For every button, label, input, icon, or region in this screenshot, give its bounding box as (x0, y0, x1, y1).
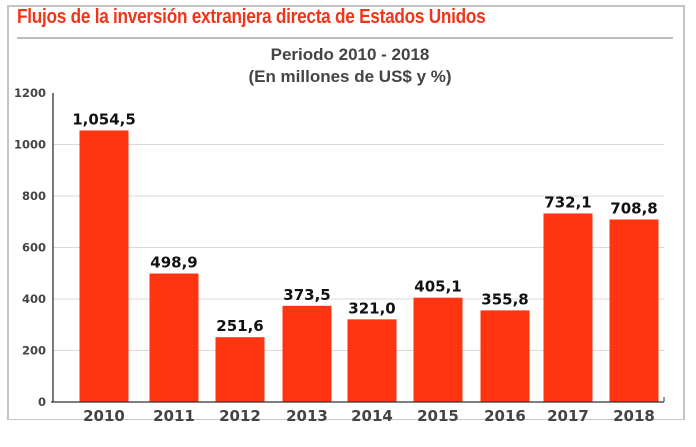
y-tick-label: 1000 (14, 138, 46, 152)
y-tick-label: 200 (22, 344, 46, 358)
axes (51, 93, 665, 403)
value-label: 251,6 (216, 317, 263, 335)
chart-subtitle-units: (En millones de US$ y %) (248, 67, 452, 86)
x-tick-label: 2016 (484, 407, 526, 425)
bars (79, 130, 659, 402)
value-label: 321,0 (348, 299, 395, 317)
x-tick-label: 2018 (613, 407, 655, 425)
value-label: 405,1 (414, 278, 461, 296)
x-tick-label: 2015 (417, 407, 459, 425)
x-axis-ticks: 2010 2011 2012 2013 2014 2015 2016 2017 2018 (83, 407, 655, 425)
bar-2015 (413, 297, 463, 402)
value-label: 708,8 (610, 199, 657, 217)
x-tick-label: 2013 (286, 407, 328, 425)
title-divider (17, 37, 673, 39)
x-tick-label: 2011 (153, 407, 195, 425)
value-label: 498,9 (150, 254, 197, 272)
bar-2013 (282, 305, 332, 402)
y-tick-label: 800 (22, 189, 46, 203)
x-tick-label: 2017 (547, 407, 589, 425)
bar-2016 (480, 310, 530, 402)
y-tick-label: 1200 (14, 86, 46, 100)
x-tick-label: 2014 (351, 407, 393, 425)
value-label: 1,054,5 (72, 110, 136, 128)
chart-title: Flujos de la inversión extranjera direct… (17, 6, 486, 28)
y-tick-label: 600 (22, 241, 46, 255)
bar-2011 (149, 273, 199, 402)
chart-subtitle-period: Periodo 2010 - 2018 (270, 45, 430, 64)
value-label: 355,8 (481, 290, 528, 308)
y-tick-label: 400 (22, 292, 46, 306)
value-label: 373,5 (283, 286, 330, 304)
bar-2012 (215, 337, 265, 402)
y-tick-label: 0 (38, 395, 46, 409)
value-label: 732,1 (544, 193, 591, 211)
bar-2018 (609, 219, 659, 402)
x-tick-label: 2010 (83, 407, 125, 425)
bar-2014 (347, 319, 397, 402)
x-tick-label: 2012 (219, 407, 261, 425)
value-labels: 1,054,5 498,9 251,6 373,5 321,0 405,1 355,8 732… (72, 110, 658, 335)
bar-2010 (79, 130, 129, 402)
bar-2017 (543, 213, 593, 402)
y-axis-ticks: 0 200 400 600 800 1000 1200 (14, 86, 46, 409)
